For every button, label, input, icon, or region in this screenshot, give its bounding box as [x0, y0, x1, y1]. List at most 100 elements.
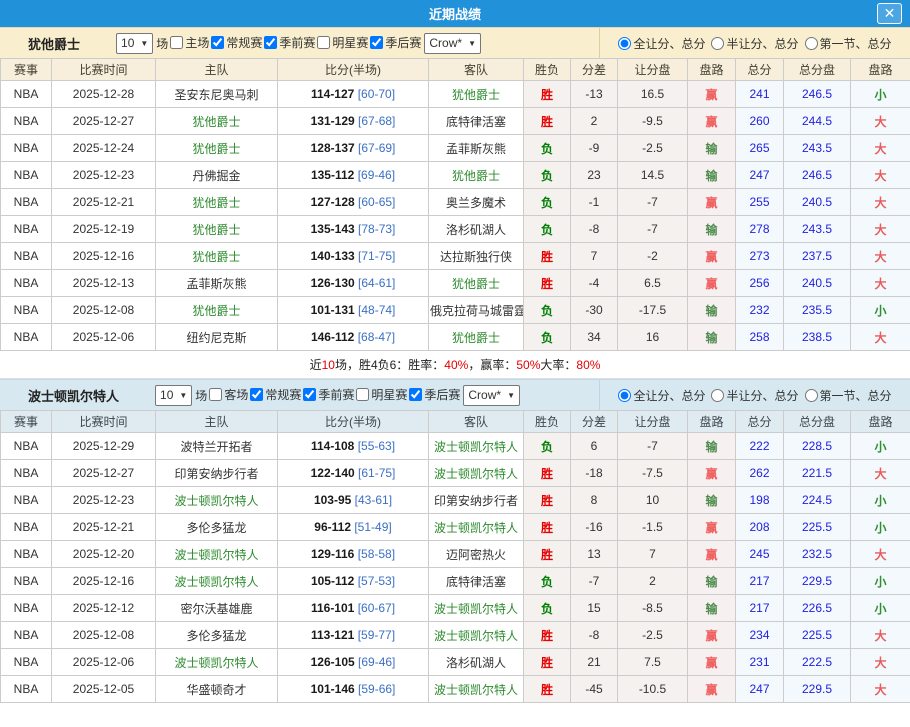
- date-cell: 2025-12-27: [51, 107, 156, 135]
- total-points-cell: 208: [735, 513, 784, 541]
- radio-input[interactable]: [804, 388, 818, 402]
- handicap-result-cell: 输: [687, 296, 736, 324]
- checkbox-input[interactable]: [303, 388, 317, 401]
- summary-text: 大率：: [540, 358, 577, 372]
- table-row: NBA 2025-12-16 波士顿凯尔特人 105-112 [57-53] 底特律活塞…: [0, 567, 910, 595]
- summary-text: 40%: [444, 357, 469, 372]
- result-cell: 胜: [523, 269, 571, 297]
- filter-checkbox-1[interactable]: 常规赛: [249, 386, 302, 403]
- checkbox-input[interactable]: [317, 36, 331, 49]
- point-diff-cell: 2: [570, 107, 618, 135]
- bookmaker-select[interactable]: Crow* ▼: [424, 32, 481, 54]
- total-points-cell: 198: [735, 486, 784, 514]
- away-team-name: 奥兰多魔术: [445, 195, 506, 210]
- filter-checkbox-3[interactable]: 明星赛: [355, 386, 408, 403]
- point-diff-cell: -4: [570, 269, 618, 297]
- radio-input[interactable]: [804, 36, 818, 50]
- total-result-cell: 小: [850, 432, 910, 460]
- filter-checkbox-2[interactable]: 季前赛: [302, 386, 355, 403]
- home-team-cell: 华盛顿奇才: [155, 675, 278, 703]
- home-team-cell: 波士顿凯尔特人: [155, 567, 278, 595]
- total-points-cell: 247: [735, 675, 784, 703]
- half-score: [68-47]: [357, 330, 396, 344]
- total-result-cell: 大: [850, 107, 910, 135]
- window-title: 近期战绩: [428, 7, 481, 22]
- handicap-line-cell: -1.5: [617, 513, 688, 541]
- date-cell: 2025-12-19: [51, 215, 156, 243]
- score-cell: 113-121 [59-77]: [277, 621, 429, 649]
- filter-checkbox-1[interactable]: 常规赛: [210, 34, 263, 51]
- total-result-cell: 大: [850, 540, 910, 568]
- checkbox-input[interactable]: [250, 388, 264, 401]
- away-team-cell: 达拉斯独行侠: [428, 242, 524, 270]
- radio-option-2[interactable]: 第一节、总分: [804, 35, 892, 52]
- checkbox-input[interactable]: [211, 36, 225, 49]
- handicap-line-cell: -9.5: [617, 107, 688, 135]
- radio-option-2[interactable]: 第一节、总分: [804, 387, 892, 404]
- total-result-cell: 小: [850, 594, 910, 622]
- checkbox-label: 主场: [185, 36, 210, 50]
- filter-checkbox-0[interactable]: 主场: [169, 34, 210, 51]
- handicap-line-cell: 16.5: [617, 80, 688, 108]
- radio-option-0[interactable]: 全让分、总分: [618, 35, 705, 52]
- total-points-cell: 217: [735, 567, 784, 595]
- checkbox-input[interactable]: [170, 36, 184, 49]
- away-team-name: 波士顿凯尔特人: [433, 628, 518, 643]
- league-cell: NBA: [0, 594, 52, 622]
- total-points-cell: 247: [735, 161, 784, 189]
- handicap-result-cell: 赢: [687, 648, 736, 676]
- games-count-select[interactable]: 10 ▼: [116, 32, 154, 54]
- filter-checkbox-group: 客场 常规赛 季前赛 明星赛 季后赛: [208, 386, 461, 404]
- point-diff-cell: -7: [570, 567, 618, 595]
- home-team-cell: 犹他爵士: [155, 215, 278, 243]
- radio-input[interactable]: [711, 388, 725, 402]
- handicap-line-cell: -10.5: [617, 675, 688, 703]
- handicap-line-cell: 14.5: [617, 161, 688, 189]
- close-icon[interactable]: ✕: [877, 3, 902, 24]
- total-points-cell: 222: [735, 432, 784, 460]
- radio-option-1[interactable]: 半让分、总分: [711, 35, 799, 52]
- radio-option-0[interactable]: 全让分、总分: [618, 387, 705, 404]
- filter-checkbox-0[interactable]: 客场: [208, 386, 249, 403]
- table-row: NBA 2025-12-08 犹他爵士 101-131 [48-74] 俄克拉荷马城雷霆…: [0, 296, 910, 324]
- checkbox-input[interactable]: [264, 36, 278, 49]
- checkbox-input[interactable]: [370, 36, 384, 49]
- radio-option-1[interactable]: 半让分、总分: [711, 387, 799, 404]
- column-header: 盘路: [850, 410, 910, 433]
- checkbox-input[interactable]: [209, 388, 223, 401]
- away-team-name: 犹他爵士: [451, 330, 500, 345]
- total-result-cell: 小: [850, 513, 910, 541]
- radio-input[interactable]: [711, 36, 725, 50]
- odds-type-radio-group: 全让分、总分 半让分、总分 第一节、总分: [599, 28, 910, 58]
- radio-input[interactable]: [618, 388, 632, 402]
- checkbox-label: 明星赛: [371, 388, 408, 402]
- table-row: NBA 2025-12-27 印第安纳步行者 122-140 [61-75] 波士顿凯尔…: [0, 459, 910, 487]
- point-diff-cell: -8: [570, 621, 618, 649]
- home-team-cell: 印第安纳步行者: [155, 459, 278, 487]
- checkbox-input[interactable]: [356, 388, 370, 401]
- team-section-boston-celtics: 波士顿凯尔特人 10 ▼ 场 客场 常规赛 季前赛 明星赛 季后赛 Crow* ▼ 全让…: [0, 379, 910, 703]
- full-score: 129-116: [310, 547, 355, 561]
- point-diff-cell: -9: [570, 134, 618, 162]
- result-cell: 负: [523, 432, 571, 460]
- bookmaker-select[interactable]: Crow* ▼: [463, 384, 520, 406]
- total-points-cell: 265: [735, 134, 784, 162]
- filter-checkbox-4[interactable]: 季后赛: [369, 34, 422, 51]
- score-cell: 116-101 [60-67]: [277, 594, 429, 622]
- filter-checkbox-4[interactable]: 季后赛: [408, 386, 461, 403]
- handicap-result-cell: 赢: [687, 459, 736, 487]
- away-team-name: 波士顿凯尔特人: [433, 682, 518, 697]
- radio-input[interactable]: [618, 36, 632, 50]
- home-team-name: 波士顿凯尔特人: [174, 574, 259, 589]
- score-cell: 127-128 [60-65]: [277, 188, 429, 216]
- filter-checkbox-2[interactable]: 季前赛: [263, 34, 316, 51]
- checkbox-input[interactable]: [409, 388, 423, 401]
- score-cell: 96-112 [51-49]: [277, 513, 429, 541]
- games-count-select[interactable]: 10 ▼: [155, 384, 193, 406]
- handicap-result-cell: 赢: [687, 80, 736, 108]
- score-cell: 122-140 [61-75]: [277, 459, 429, 487]
- filter-checkbox-3[interactable]: 明星赛: [316, 34, 369, 51]
- bookmaker-value: Crow*: [429, 36, 463, 50]
- away-team-cell: 犹他爵士: [428, 323, 524, 351]
- home-team-cell: 犹他爵士: [155, 107, 278, 135]
